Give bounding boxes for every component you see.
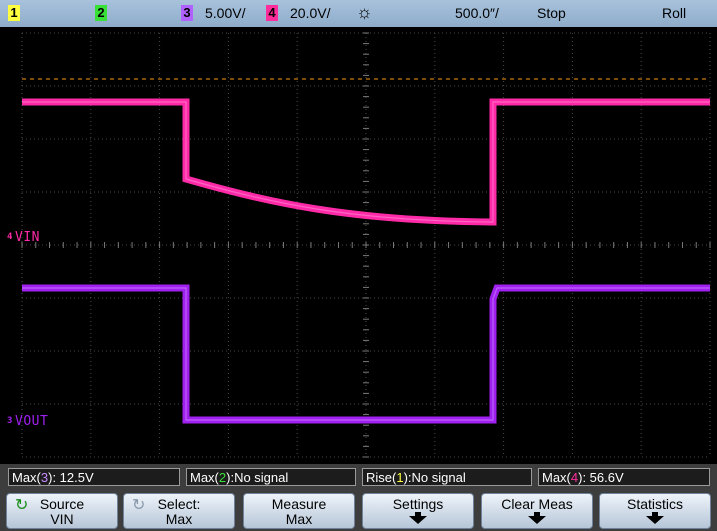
settings-softkey-label: Settings (392, 496, 444, 512)
submenu-arrow-icon (409, 516, 427, 524)
vout-trace (22, 284, 710, 424)
vin-trace (22, 98, 710, 226)
measurement-1[interactable]: Max(3): 12.5V (8, 468, 180, 486)
measurement-bar: Max(3): 12.5V Max(2):No signal Rise(1):N… (0, 464, 717, 490)
statistics-softkey-label: Statistics (626, 496, 683, 512)
source-softkey[interactable]: ↻ Source VIN (6, 493, 118, 529)
measurement-3[interactable]: Rise(1):No signal (362, 468, 532, 486)
vout-label: VOUT (15, 414, 49, 429)
source-softkey-label: Source (39, 496, 85, 512)
submenu-arrow-icon (534, 512, 540, 517)
softkey-bar: ↻ Source VIN ↻ Select: Max Measure Max S… (0, 490, 717, 531)
measure-softkey-value: Max (285, 511, 313, 527)
axis-ticks (21, 32, 711, 458)
vin-label: VIN (15, 230, 40, 245)
intensity-icon: ☼ (356, 2, 373, 22)
channel-2-indicator[interactable]: 2 (95, 5, 107, 21)
measure-softkey[interactable]: Measure Max (243, 493, 355, 529)
submenu-arrow-icon (415, 512, 421, 517)
source-softkey-value: VIN (50, 511, 74, 527)
rotate-knob-icon: ↻ (15, 497, 29, 514)
vout-ground-marker[interactable]: 3 (7, 416, 13, 426)
rotate-knob-icon: ↻ (132, 497, 146, 514)
statistics-softkey[interactable]: Statistics (599, 493, 711, 529)
clear-meas-softkey[interactable]: Clear Meas (481, 493, 593, 529)
measurement-4[interactable]: Max(4): 56.6V (538, 468, 710, 486)
timebase-scale: 500.0″/ (455, 5, 499, 21)
measurement-2[interactable]: Max(2):No signal (186, 468, 356, 486)
channel-3-scale: 5.00V/ (205, 5, 246, 21)
select-softkey[interactable]: ↻ Select: Max (123, 493, 235, 529)
measure-softkey-label: Measure (271, 496, 327, 512)
channel-3-indicator[interactable]: 3 (181, 5, 193, 21)
submenu-arrow-icon (646, 516, 664, 524)
waveform-display[interactable]: 4 VIN 3 VOUT (0, 27, 717, 464)
run-state: Stop (537, 5, 566, 21)
submenu-arrow-icon (528, 516, 546, 524)
select-softkey-value: Max (165, 511, 193, 527)
channel-1-indicator[interactable]: 1 (8, 5, 20, 21)
status-bar: 1 2 3 5.00V/ 4 20.0V/ ☼ 500.0″/ Stop Rol… (0, 0, 717, 27)
acquisition-mode: Roll (662, 5, 687, 21)
clear-meas-softkey-label: Clear Meas (501, 496, 573, 512)
vin-ground-marker[interactable]: 4 (7, 232, 13, 242)
select-softkey-label: Select: (157, 496, 201, 512)
channel-4-scale: 20.0V/ (290, 5, 331, 21)
settings-softkey[interactable]: Settings (362, 493, 474, 529)
channel-4-indicator[interactable]: 4 (266, 5, 278, 21)
submenu-arrow-icon (652, 512, 658, 517)
waveform-graticule (21, 32, 711, 458)
